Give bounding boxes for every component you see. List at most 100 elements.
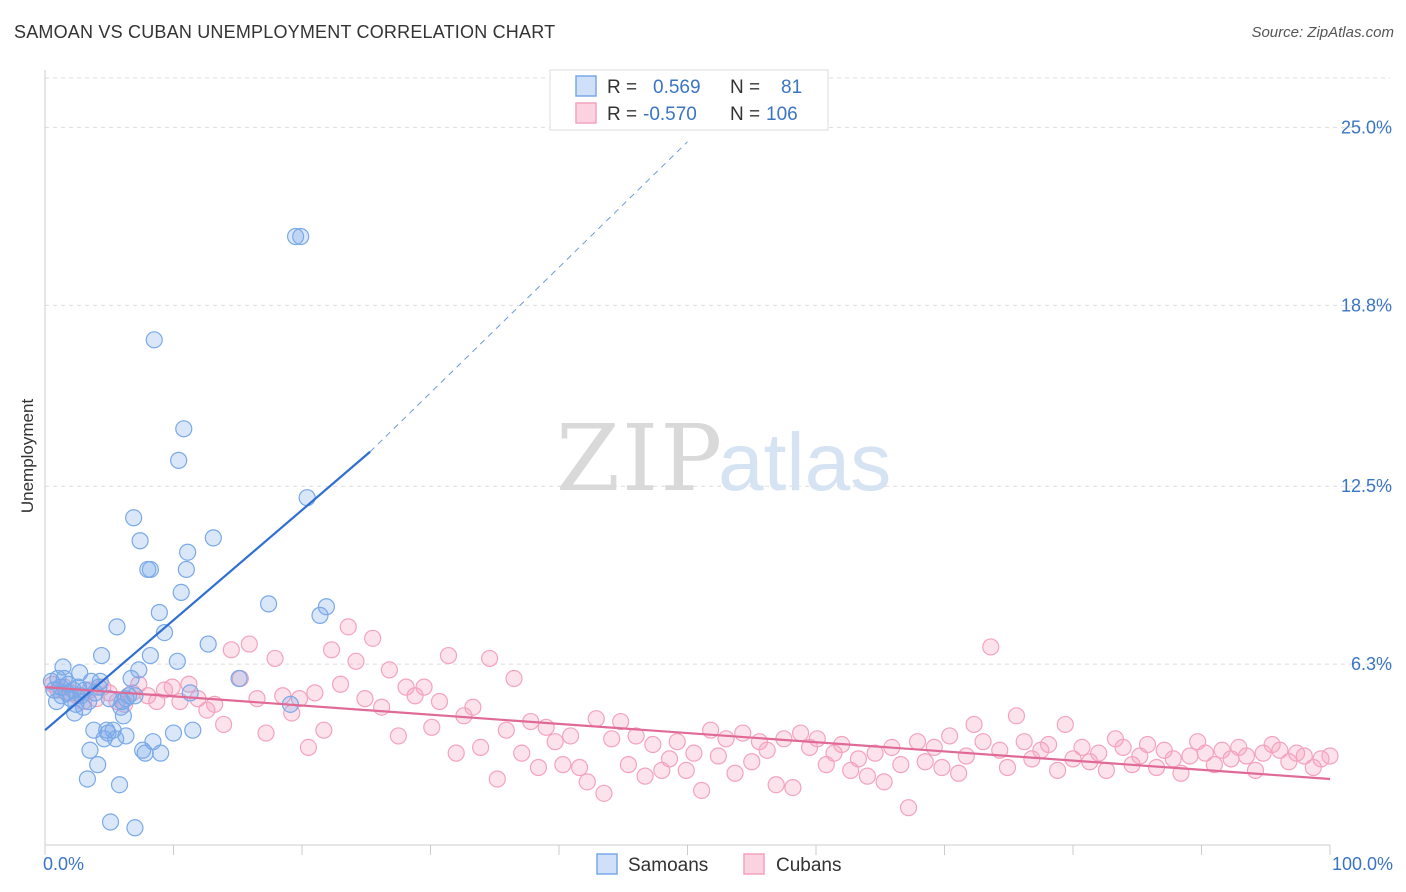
point-cubans-41: [364, 629, 382, 647]
point-cubans-72: [619, 756, 637, 774]
point-cubans-111: [941, 727, 959, 745]
stats-r-label-samoans: R =: [607, 77, 637, 98]
point-samoans-57: [150, 603, 168, 622]
point-cubans-23: [215, 715, 233, 734]
point-cubans-115: [974, 733, 992, 751]
point-samoans-74: [286, 227, 305, 246]
point-samoans-55: [141, 560, 159, 579]
point-cubans-70: [603, 730, 621, 748]
watermark-atlas: atlas: [718, 417, 891, 508]
point-cubans-92: [784, 778, 802, 797]
point-cubans-35: [315, 721, 333, 739]
point-cubans-151: [1271, 741, 1289, 759]
point-samoans-65: [177, 560, 195, 579]
point-cubans-154: [1295, 747, 1313, 765]
point-samoans-76: [298, 489, 316, 507]
point-samoans-45: [117, 727, 135, 745]
point-samoans-40: [114, 707, 132, 725]
point-cubans-45: [397, 678, 415, 696]
point-samoans-33: [101, 813, 120, 831]
point-samoans-78: [317, 598, 336, 616]
point-cubans-135: [1138, 735, 1157, 754]
point-cubans-67: [578, 773, 596, 791]
point-cubans-119: [1007, 707, 1026, 725]
point-cubans-36: [322, 641, 341, 659]
y-tick-label-2: 18.8%: [1341, 295, 1392, 315]
point-samoans-37: [110, 776, 129, 794]
point-cubans-112: [950, 764, 968, 782]
point-cubans-87: [743, 753, 761, 771]
point-cubans-34: [306, 684, 324, 702]
point-cubans-27: [248, 690, 266, 708]
point-cubans-37: [331, 675, 350, 693]
point-cubans-61: [529, 758, 548, 777]
point-samoans-48: [126, 819, 144, 837]
stats-r-label-cubans: R =: [607, 104, 637, 125]
grid-layer: [45, 77, 1390, 665]
point-cubans-132: [1114, 738, 1132, 757]
stats-legend: R = 0.569 N = 81 R = -0.570 N = 106: [549, 69, 829, 131]
point-cubans-83: [709, 747, 727, 765]
trend-line-cubans: [44, 686, 1331, 781]
point-samoans-35: [107, 730, 125, 748]
point-cubans-86: [734, 724, 752, 742]
point-samoans-72: [259, 595, 278, 613]
point-samoans-62: [170, 451, 188, 469]
point-cubans-51: [447, 744, 465, 762]
point-cubans-63: [546, 733, 564, 751]
point-cubans-124: [1048, 761, 1067, 779]
point-cubans-78: [668, 733, 686, 751]
point-samoans-60: [164, 724, 183, 742]
point-cubans-29: [266, 649, 284, 668]
point-cubans-103: [875, 773, 893, 791]
watermark-zip: ZIP: [556, 405, 724, 512]
point-samoans-56: [145, 331, 163, 349]
point-cubans-144: [1213, 741, 1231, 759]
point-cubans-65: [561, 727, 580, 745]
legend-swatch-cubans: [743, 853, 765, 875]
axis-layer: 6.3% 12.5% 18.8% 25.0% 0.0% 100.0%: [43, 70, 1393, 874]
point-cubans-47: [415, 678, 433, 696]
point-cubans-54: [472, 738, 490, 757]
point-cubans-116: [982, 638, 1000, 656]
point-samoans-49: [131, 532, 149, 550]
point-cubans-42: [373, 698, 391, 716]
point-samoans-64: [175, 420, 193, 438]
point-cubans-102: [866, 744, 884, 762]
legend-label-samoans: Samoans: [628, 855, 708, 876]
point-cubans-105: [892, 756, 910, 774]
point-cubans-17: [163, 678, 181, 696]
point-cubans-43: [380, 661, 398, 679]
stats-n-value-samoans: 81: [781, 77, 802, 98]
point-cubans-137: [1155, 741, 1173, 759]
point-cubans-127: [1073, 738, 1091, 757]
point-cubans-108: [916, 753, 934, 771]
point-cubans-89: [758, 741, 776, 759]
point-cubans-85: [726, 764, 744, 782]
point-samoans-77: [311, 606, 329, 624]
point-cubans-79: [677, 761, 695, 779]
legend-swatch-samoans: [596, 853, 618, 875]
stats-r-value-samoans: 0.569: [653, 77, 701, 98]
point-cubans-73: [627, 727, 645, 745]
x-tick-label-1: 100.0%: [1332, 854, 1393, 874]
point-cubans-38: [339, 618, 357, 636]
legend-label-cubans: Cubans: [776, 855, 842, 876]
point-samoans-28: [92, 646, 111, 665]
point-cubans-140: [1181, 747, 1199, 765]
stats-r-value-cubans: -0.570: [643, 104, 697, 125]
point-cubans-58: [505, 669, 523, 688]
point-samoans-58: [152, 744, 170, 762]
point-cubans-125: [1056, 715, 1074, 734]
point-cubans-40: [356, 690, 374, 708]
point-cubans-49: [430, 692, 449, 711]
point-cubans-123: [1039, 735, 1058, 754]
stats-n-value-cubans: 106: [766, 104, 798, 125]
point-samoans-15: [71, 664, 89, 682]
point-cubans-101: [858, 767, 877, 785]
point-cubans-71: [612, 712, 630, 731]
point-cubans-138: [1164, 750, 1182, 768]
point-cubans-28: [257, 724, 275, 742]
point-cubans-81: [693, 781, 711, 800]
